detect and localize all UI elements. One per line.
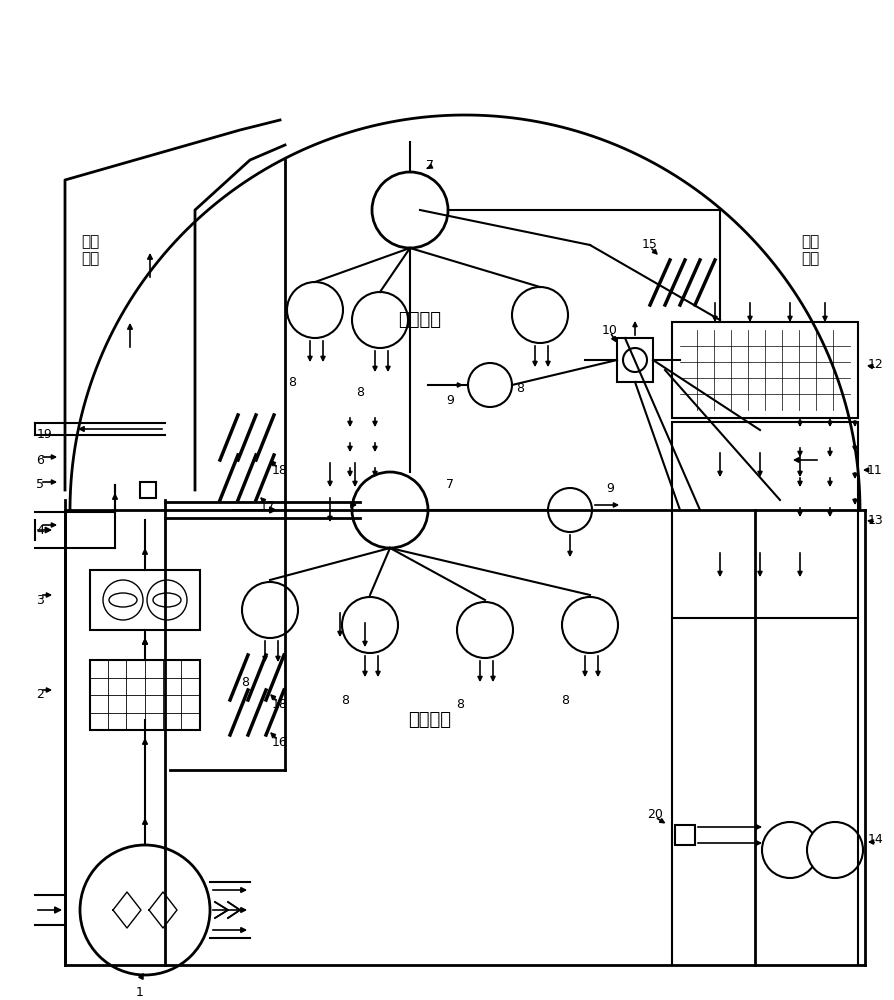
Text: 9: 9 <box>605 482 613 494</box>
Bar <box>679 430 849 610</box>
Text: 12: 12 <box>867 359 883 371</box>
Text: 10: 10 <box>602 324 617 336</box>
Text: 8: 8 <box>455 698 463 711</box>
Text: 11: 11 <box>866 464 881 477</box>
Text: 后驾驶舱: 后驾驶舱 <box>408 711 451 729</box>
Text: 8: 8 <box>561 694 569 706</box>
Text: 19: 19 <box>37 428 53 442</box>
Circle shape <box>80 845 210 975</box>
Bar <box>733 442 769 472</box>
Circle shape <box>351 472 427 548</box>
Bar <box>691 482 727 512</box>
Text: 5: 5 <box>36 479 44 491</box>
Circle shape <box>622 348 646 372</box>
Text: 18: 18 <box>272 698 288 710</box>
Text: 8: 8 <box>356 385 364 398</box>
Text: 8: 8 <box>341 694 349 706</box>
Bar <box>775 522 811 552</box>
Text: 4: 4 <box>36 524 44 536</box>
Bar <box>90 660 199 730</box>
Text: 左设
备舱: 左设 备舱 <box>80 234 99 266</box>
Circle shape <box>561 597 618 653</box>
Text: 6: 6 <box>36 454 44 466</box>
Text: 16: 16 <box>272 735 288 748</box>
Circle shape <box>351 292 408 348</box>
Text: 底设
备舱: 底设 备舱 <box>800 234 818 266</box>
Circle shape <box>761 822 817 878</box>
Bar <box>691 522 727 552</box>
Text: 9: 9 <box>445 393 453 406</box>
Ellipse shape <box>109 593 137 607</box>
Circle shape <box>103 580 143 620</box>
Text: 15: 15 <box>641 238 657 251</box>
Bar <box>139 482 156 498</box>
Bar <box>671 322 857 418</box>
Text: 17: 17 <box>260 500 275 514</box>
Text: 18: 18 <box>272 464 288 477</box>
Text: 2: 2 <box>36 688 44 702</box>
Text: 8: 8 <box>516 381 523 394</box>
Bar <box>674 825 695 845</box>
Bar <box>817 442 853 472</box>
Text: 14: 14 <box>867 833 883 846</box>
Circle shape <box>806 822 862 878</box>
Bar <box>671 422 857 618</box>
Text: 7: 7 <box>445 479 453 491</box>
Text: 3: 3 <box>36 593 44 606</box>
Circle shape <box>342 597 398 653</box>
Circle shape <box>241 582 298 638</box>
Text: 13: 13 <box>867 514 883 526</box>
Bar <box>775 562 811 592</box>
Text: 7: 7 <box>426 159 434 172</box>
Bar <box>775 442 811 472</box>
Circle shape <box>287 282 342 338</box>
Text: 20: 20 <box>646 808 662 821</box>
Bar <box>817 482 853 512</box>
Circle shape <box>372 172 448 248</box>
Bar <box>616 338 653 382</box>
Bar <box>691 442 727 472</box>
Bar <box>90 570 199 630</box>
Bar <box>733 522 769 552</box>
Bar <box>817 562 853 592</box>
Bar <box>775 482 811 512</box>
Circle shape <box>147 580 187 620</box>
Bar <box>733 562 769 592</box>
Circle shape <box>468 363 511 407</box>
Circle shape <box>457 602 512 658</box>
Bar <box>817 522 853 552</box>
Bar <box>691 562 727 592</box>
Text: 8: 8 <box>288 375 296 388</box>
Circle shape <box>547 488 591 532</box>
Bar <box>733 482 769 512</box>
Text: 1: 1 <box>136 986 144 1000</box>
Circle shape <box>511 287 568 343</box>
Ellipse shape <box>153 593 181 607</box>
Text: 前驾驶舱: 前驾驶舱 <box>398 311 441 329</box>
Bar <box>679 330 849 410</box>
Text: 8: 8 <box>240 676 249 688</box>
